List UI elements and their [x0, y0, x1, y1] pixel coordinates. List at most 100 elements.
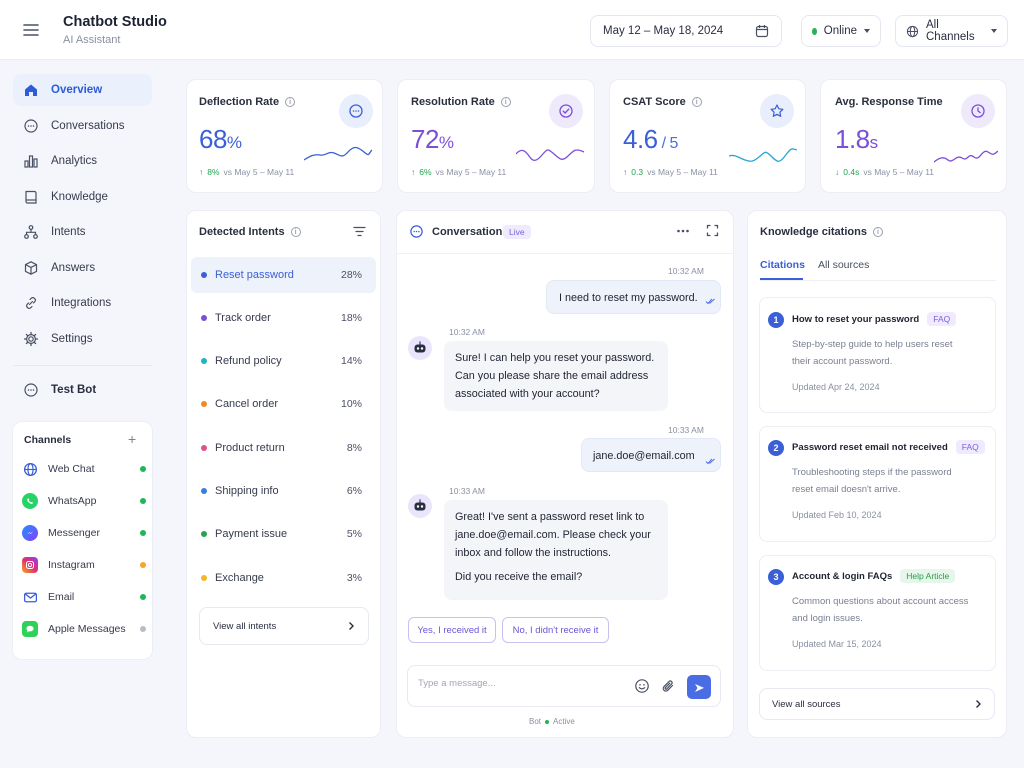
kpi-value-number: 68 — [199, 124, 227, 154]
sidebar-item-integrations[interactable]: Integrations — [13, 287, 152, 319]
intent-row[interactable]: Product return 8% — [191, 430, 376, 466]
channel-item-apple-messages[interactable]: Apple Messages — [22, 618, 146, 640]
kpi-title: CSAT Score i — [623, 96, 702, 108]
sidebar-item-overview[interactable]: Overview — [13, 74, 152, 106]
intent-color-dot — [201, 575, 207, 581]
intent-percent: 3% — [346, 572, 362, 584]
apple-messages-icon — [22, 621, 38, 637]
citation-updated: Updated Mar 15, 2024 — [792, 639, 882, 649]
kpi-delta-period: vs May 5 – May 11 — [863, 167, 935, 177]
chat-icon — [339, 94, 373, 128]
message-text: jane.doe@email.com — [593, 450, 695, 462]
intent-label: Cancel order — [215, 398, 278, 410]
bot-status-value: Active — [553, 717, 575, 726]
calendar-icon — [755, 24, 769, 38]
intent-row[interactable]: Reset password 28% — [191, 257, 376, 293]
intent-row[interactable]: Refund policy 14% — [191, 343, 376, 379]
more-options-icon[interactable] — [676, 226, 690, 236]
chevron-down-icon — [991, 29, 997, 33]
tab-citations[interactable]: Citations — [760, 259, 805, 271]
add-channel-button[interactable]: + — [128, 431, 137, 447]
attachment-icon[interactable] — [661, 678, 677, 694]
intent-percent: 6% — [346, 485, 362, 497]
view-all-sources-button[interactable]: View all sources — [759, 688, 995, 720]
sort-icon[interactable] — [353, 226, 366, 237]
citation-header: How to reset your password FAQ — [792, 312, 957, 326]
sidebar-item-analytics[interactable]: Analytics — [13, 145, 152, 177]
test-bot-button[interactable]: Test Bot — [13, 374, 152, 406]
message-input[interactable] — [418, 678, 618, 689]
view-all-intents-button[interactable]: View all intents — [199, 607, 369, 645]
citation-card[interactable] — [759, 297, 996, 413]
kpi-delta: ↑ 0.3 vs May 5 – May 11 — [623, 167, 718, 177]
intent-row[interactable]: Shipping info 6% — [191, 473, 376, 509]
channel-label: Instagram — [48, 559, 95, 571]
intent-row[interactable]: Cancel order 10% — [191, 386, 376, 422]
sidebar-item-knowledge[interactable]: Knowledge — [13, 181, 152, 213]
intent-color-dot — [201, 315, 207, 321]
live-badge: Live — [503, 225, 531, 239]
citation-card[interactable] — [759, 555, 996, 671]
citation-tag: FAQ — [955, 440, 985, 454]
send-icon — [694, 683, 704, 692]
intent-color-dot — [201, 401, 207, 407]
tab-all-sources[interactable]: All sources — [818, 259, 870, 271]
channel-item-messenger[interactable]: Messenger — [22, 522, 146, 544]
sidebar-item-label: Conversations — [51, 120, 125, 132]
intent-row[interactable]: Track order 18% — [191, 300, 376, 336]
citation-number: 1 — [768, 312, 784, 328]
channel-label: Messenger — [48, 527, 100, 539]
status-label: Online — [823, 25, 857, 37]
channel-status-dot — [140, 530, 146, 536]
channel-item-email[interactable]: Email — [22, 586, 146, 608]
intent-row[interactable]: Payment issue 5% — [191, 516, 376, 552]
citation-description: Common questions about account access an… — [792, 596, 969, 624]
channel-item-whatsapp[interactable]: WhatsApp — [22, 490, 146, 512]
channel-filter-dropdown[interactable]: All Channels — [895, 15, 1008, 47]
channels-title: Channels — [24, 434, 72, 446]
chevron-right-icon — [974, 699, 982, 709]
online-status-dot — [812, 27, 817, 35]
intent-row[interactable]: Exchange 3% — [191, 560, 376, 596]
channel-item-instagram[interactable]: Instagram — [22, 554, 146, 576]
chevron-down-icon — [864, 29, 870, 33]
active-tab-indicator — [760, 278, 803, 280]
sidebar-item-answers[interactable]: Answers — [13, 252, 152, 284]
sidebar-item-label: Knowledge — [51, 191, 108, 203]
app-subtitle: AI Assistant — [63, 34, 121, 46]
intent-color-dot — [201, 445, 207, 451]
kpi-title-label: Deflection Rate — [199, 96, 280, 108]
intent-percent: 14% — [340, 355, 362, 367]
quick-reply-no-button[interactable]: No, I didn't receive it — [502, 617, 609, 643]
quick-reply-yes-button[interactable]: Yes, I received it — [408, 617, 496, 643]
emoji-icon[interactable] — [634, 678, 650, 694]
date-range-picker[interactable]: May 12 – May 18, 2024 — [590, 15, 782, 47]
channel-filter-label: All Channels — [926, 19, 975, 43]
kpi-delta: ↑ 6% vs May 5 – May 11 — [411, 167, 506, 177]
status-dropdown[interactable]: Online — [801, 15, 881, 47]
globe-icon — [22, 461, 38, 477]
intent-color-dot — [201, 272, 207, 278]
send-button[interactable] — [687, 675, 711, 699]
kpi-delta: ↑ 8% vs May 5 – May 11 — [199, 167, 294, 177]
sidebar-item-intents[interactable]: Intents — [13, 216, 152, 248]
link-icon — [23, 295, 39, 311]
expand-icon[interactable] — [706, 224, 719, 237]
kpi-title: Resolution Rate i — [411, 96, 511, 108]
intent-label: Track order — [215, 312, 271, 324]
menu-icon[interactable] — [22, 22, 40, 38]
panel-title: Detected Intents i — [199, 226, 301, 238]
user-message-bubble: jane.doe@email.com — [581, 438, 721, 472]
check-circle-icon — [549, 94, 583, 128]
sidebar-item-conversations[interactable]: Conversations — [13, 110, 152, 142]
sidebar-item-settings[interactable]: Settings — [13, 323, 152, 355]
channel-item-web-chat[interactable]: Web Chat — [22, 458, 146, 480]
kpi-title-label: Resolution Rate — [411, 96, 495, 108]
bot-avatar-icon — [408, 494, 432, 518]
citation-header: Account & login FAQs Help Article — [792, 569, 956, 583]
message-text: Great! I've sent a password reset link t… — [455, 511, 651, 559]
message-timestamp: 10:32 AM — [668, 266, 704, 276]
star-icon — [760, 94, 794, 128]
chat-icon — [409, 224, 424, 239]
kpi-delta-value: 8% — [207, 167, 220, 177]
